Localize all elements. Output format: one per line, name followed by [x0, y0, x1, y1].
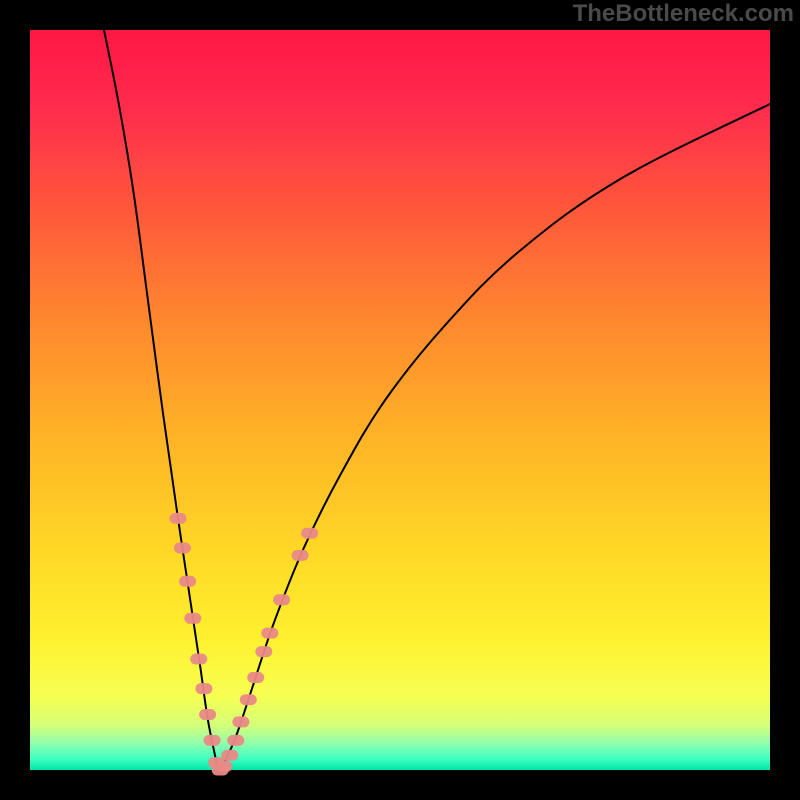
data-point: [262, 628, 278, 638]
data-point: [180, 576, 196, 586]
data-point: [248, 673, 264, 683]
data-point: [191, 654, 207, 664]
data-point: [174, 543, 190, 553]
chart-canvas: TheBottleneck.com: [0, 0, 800, 800]
data-point: [216, 761, 232, 771]
data-point: [240, 695, 256, 705]
data-point: [274, 595, 290, 605]
data-point: [204, 735, 220, 745]
data-point: [170, 513, 186, 523]
data-point: [256, 647, 272, 657]
data-point: [200, 710, 216, 720]
data-point: [185, 613, 201, 623]
bottleneck-chart-svg: [0, 0, 800, 800]
data-point: [228, 735, 244, 745]
data-point: [302, 528, 318, 538]
data-point: [222, 750, 238, 760]
plot-background: [30, 30, 770, 770]
data-point: [196, 684, 212, 694]
data-point: [292, 550, 308, 560]
data-point: [233, 717, 249, 727]
